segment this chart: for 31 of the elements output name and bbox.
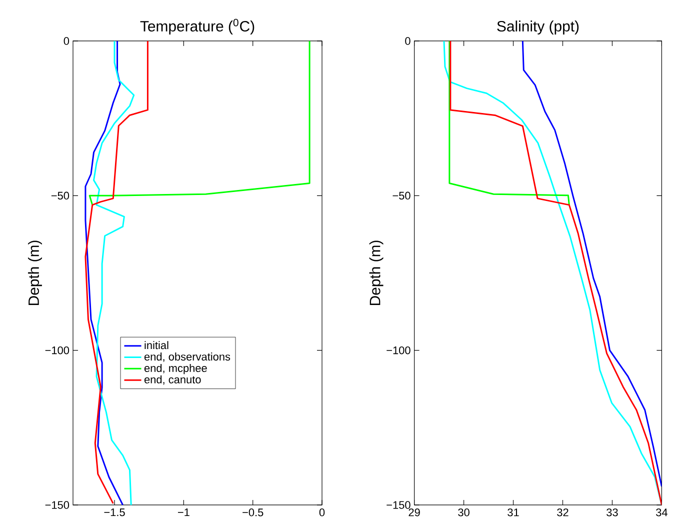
y-axis-title: Depth (m): [369, 240, 384, 305]
line-series: [88, 40, 310, 206]
y-tick-label: −50: [392, 192, 410, 200]
x-tick-label: 34: [656, 508, 668, 516]
x-tick-label: −1.5: [104, 508, 125, 516]
line-series: [84, 40, 124, 505]
x-tick-label: 33: [606, 508, 618, 516]
y-axis-title: Depth (m): [28, 240, 42, 305]
x-tick-label: 32: [557, 508, 568, 516]
y-tick-label: −150: [386, 501, 410, 509]
y-tick-label: 0: [64, 37, 70, 45]
chart-title: Salinity (ppt): [497, 20, 579, 34]
x-tick-label: 29: [408, 508, 420, 516]
line-series: [448, 40, 570, 206]
legend-label: end, mcphee: [144, 364, 207, 374]
y-tick-label: −50: [51, 192, 70, 200]
chart-title: Temperature ($^{0}$C): [140, 18, 254, 34]
line-series: [522, 40, 662, 488]
x-tick-label: 31: [508, 508, 519, 516]
y-tick-label: −150: [45, 501, 70, 509]
x-tick-label: 30: [458, 508, 470, 516]
legend-label: initial: [144, 341, 168, 350]
x-tick-label: −1: [178, 508, 190, 516]
x-tick-label: −0.5: [242, 508, 264, 516]
y-tick-label: −100: [386, 346, 410, 354]
x-tick-label: 0: [319, 508, 325, 516]
line-series: [93, 40, 135, 505]
y-tick-label: −100: [45, 346, 70, 354]
legend-label: end, canuto: [144, 375, 201, 385]
y-tick-label: 0: [405, 37, 410, 45]
legend-label: end, observations: [144, 352, 230, 362]
